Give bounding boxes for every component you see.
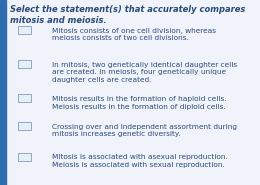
Bar [18, 60, 31, 68]
Text: Mitosis results in the formation of haploid cells.
Meiosis results in the format: Mitosis results in the formation of hapl… [52, 96, 227, 110]
Text: Mitosis consists of one cell division, whereas
meiosis consists of two cell divi: Mitosis consists of one cell division, w… [52, 28, 216, 41]
Text: Mitosis is associated with asexual reproduction.
Meiosis is associated with sexu: Mitosis is associated with asexual repro… [52, 154, 228, 168]
Text: Crossing over and independent assortment during
mitosis increases genetic divers: Crossing over and independent assortment… [52, 124, 237, 137]
Bar [18, 122, 31, 130]
Text: Select the statement(s) that accurately compares
mitosis and meiosis.: Select the statement(s) that accurately … [10, 5, 245, 25]
Text: In mitosis, two genetically identical daughter cells
are created. In meiosis, fo: In mitosis, two genetically identical da… [52, 62, 237, 83]
Bar [0, 0, 6, 185]
Bar [18, 26, 31, 34]
Bar [18, 153, 31, 161]
Bar [18, 94, 31, 102]
